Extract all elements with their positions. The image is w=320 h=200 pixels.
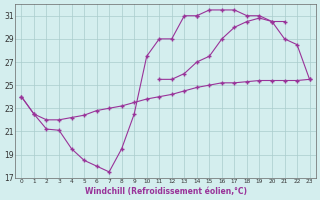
X-axis label: Windchill (Refroidissement éolien,°C): Windchill (Refroidissement éolien,°C)	[84, 187, 246, 196]
